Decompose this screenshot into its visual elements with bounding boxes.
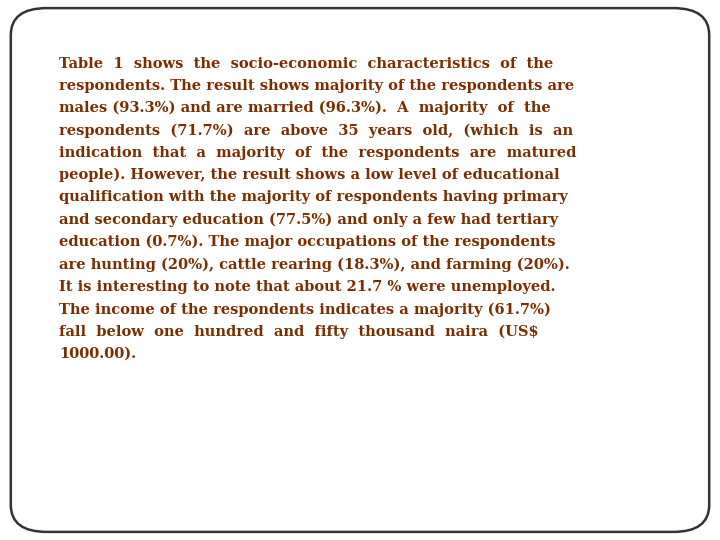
FancyBboxPatch shape (11, 8, 709, 532)
Text: Table  1  shows  the  socio-economic  characteristics  of  the
respondents. The : Table 1 shows the socio-economic charact… (59, 57, 577, 361)
